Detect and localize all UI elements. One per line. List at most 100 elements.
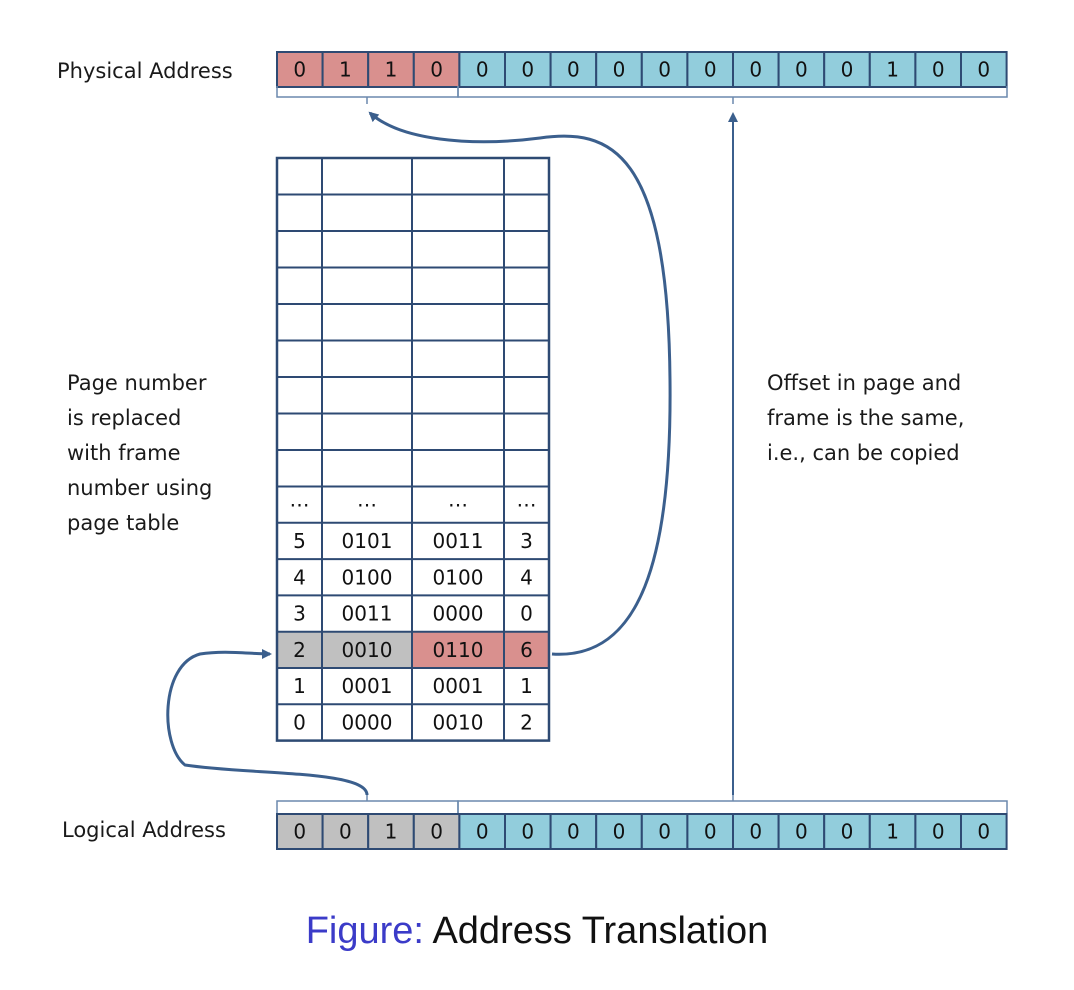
page-table-cell: 3: [293, 602, 306, 626]
physical-bit-value: 0: [430, 58, 443, 82]
logical-bit-value: 0: [795, 820, 808, 844]
physical-bit-cell: [321, 51, 370, 88]
physical-bit-value: 0: [749, 58, 762, 82]
physical-bit-cell: [640, 51, 689, 88]
frame-number-arrow: [368, 111, 672, 656]
caption-title: Address Translation: [432, 910, 769, 952]
physical-bit-value: 1: [886, 58, 899, 82]
logical-bit-cell: [686, 813, 735, 850]
physical-bit-value: 0: [658, 58, 671, 82]
page-table-cell: 0011: [433, 529, 484, 553]
page-table-cell: 0000: [433, 602, 484, 626]
page-table-cell: 0: [520, 602, 533, 626]
physical-bit-value: 0: [293, 58, 306, 82]
page-table-cell: 3: [520, 529, 533, 553]
page-table: ……… …5 0101 0011 34 0100 0100 43 0011 0000 02 0010 0…: [275, 156, 551, 742]
page-number-note: Page number is replaced with frame numbe…: [67, 371, 213, 535]
physical-address-label: Physical Address: [57, 59, 233, 83]
logical-bit-value: 0: [476, 820, 489, 844]
page-table-cell: 4: [293, 565, 306, 589]
physical-bit-cell: [276, 51, 324, 88]
logical-bit-value: 0: [293, 820, 306, 844]
physical-bit-value: 1: [385, 58, 398, 82]
page-table-cell: 0100: [342, 565, 393, 589]
physical-bit-value: 0: [932, 58, 945, 82]
highlight-page-cells: [277, 631, 412, 668]
page-table-cell: 0100: [433, 565, 484, 589]
logical-bit-value: 0: [977, 820, 990, 844]
logical-bit-value: 0: [521, 820, 534, 844]
physical-offset-brace: [457, 86, 1008, 104]
logical-bit-cell: [549, 813, 598, 850]
logical-address-bits: 0 0 1 0 0 0 0 0 0 0 0 0 0 1 0 0: [276, 813, 1008, 850]
logical-bit-value: 0: [339, 820, 352, 844]
logical-bit-cell: [276, 813, 324, 850]
page-table-ellipsis: …: [517, 488, 537, 512]
page-table-cell: 1: [520, 674, 533, 698]
logical-page-brace: [276, 794, 459, 813]
physical-address-bits: 0 1 1 0 0 0 0 0 0 0 0 0 0 1 0 0: [276, 51, 1008, 88]
logical-bit-value: 0: [841, 820, 854, 844]
logical-bit-value: 0: [567, 820, 580, 844]
physical-bit-cell: [823, 51, 871, 88]
page-table-ellipsis: …: [448, 488, 468, 512]
physical-bit-value: 0: [521, 58, 534, 82]
physical-bit-cell: [367, 51, 415, 88]
physical-bit-cell: [549, 51, 598, 88]
logical-bit-cell: [595, 813, 643, 850]
physical-bit-cell: [868, 51, 917, 88]
physical-bit-cell: [458, 51, 506, 88]
physical-bit-cell: [595, 51, 643, 88]
logical-bit-cell: [321, 813, 370, 850]
page-table-cell: 0000: [342, 710, 393, 734]
logical-bit-cell: [412, 813, 461, 850]
page-table-cell: 5: [293, 529, 306, 553]
logical-address-label: Logical Address: [62, 818, 226, 842]
page-table-cell: 6: [520, 638, 533, 662]
physical-bit-cell: [777, 51, 826, 88]
logical-bit-value: 0: [932, 820, 945, 844]
physical-bit-value: 0: [476, 58, 489, 82]
page-table-cell: 2: [293, 638, 306, 662]
physical-bit-value: 0: [704, 58, 717, 82]
logical-bit-cell: [914, 813, 963, 850]
physical-bit-cell: [960, 51, 1008, 88]
page-table-ellipsis: …: [290, 488, 310, 512]
physical-bit-value: 1: [339, 58, 352, 82]
caption-prefix: Figure:: [305, 910, 424, 952]
page-table-cell: 0001: [342, 674, 393, 698]
logical-bit-cell: [640, 813, 689, 850]
page-table-cell: 0110: [433, 638, 484, 662]
logical-bit-cell: [367, 813, 415, 850]
physical-bit-cell: [732, 51, 780, 88]
logical-bit-value: 0: [749, 820, 762, 844]
physical-frame-brace: [276, 86, 459, 104]
figure-caption: Figure: Address Translation: [0, 910, 1074, 953]
page-table-ellipsis: …: [357, 488, 377, 512]
page-table-cell: 0: [293, 710, 306, 734]
page-table-cell: 2: [520, 710, 533, 734]
page-lookup-arrow: [166, 648, 369, 796]
physical-bit-value: 0: [795, 58, 808, 82]
highlight-frame-cells: [412, 631, 549, 668]
physical-bit-value: 0: [841, 58, 854, 82]
page-table-cell: 0010: [433, 710, 484, 734]
logical-bit-value: 0: [613, 820, 626, 844]
page-table-cell: 0011: [342, 602, 393, 626]
logical-bit-value: 0: [704, 820, 717, 844]
logical-bit-value: 0: [430, 820, 443, 844]
offset-note: Offset in page and frame is the same, i.…: [767, 371, 965, 465]
physical-bit-value: 0: [567, 58, 580, 82]
logical-bit-cell: [960, 813, 1008, 850]
page-table-cell: 0001: [433, 674, 484, 698]
logical-bit-value: 0: [658, 820, 671, 844]
page-table-cell: 1: [293, 674, 306, 698]
logical-bit-cell: [732, 813, 780, 850]
physical-bit-value: 0: [613, 58, 626, 82]
logical-bit-value: 1: [385, 820, 398, 844]
page-table-cell: 4: [520, 565, 533, 589]
page-table-cell: 0010: [342, 638, 393, 662]
physical-bit-value: 0: [977, 58, 990, 82]
logical-offset-brace: [457, 794, 1008, 813]
